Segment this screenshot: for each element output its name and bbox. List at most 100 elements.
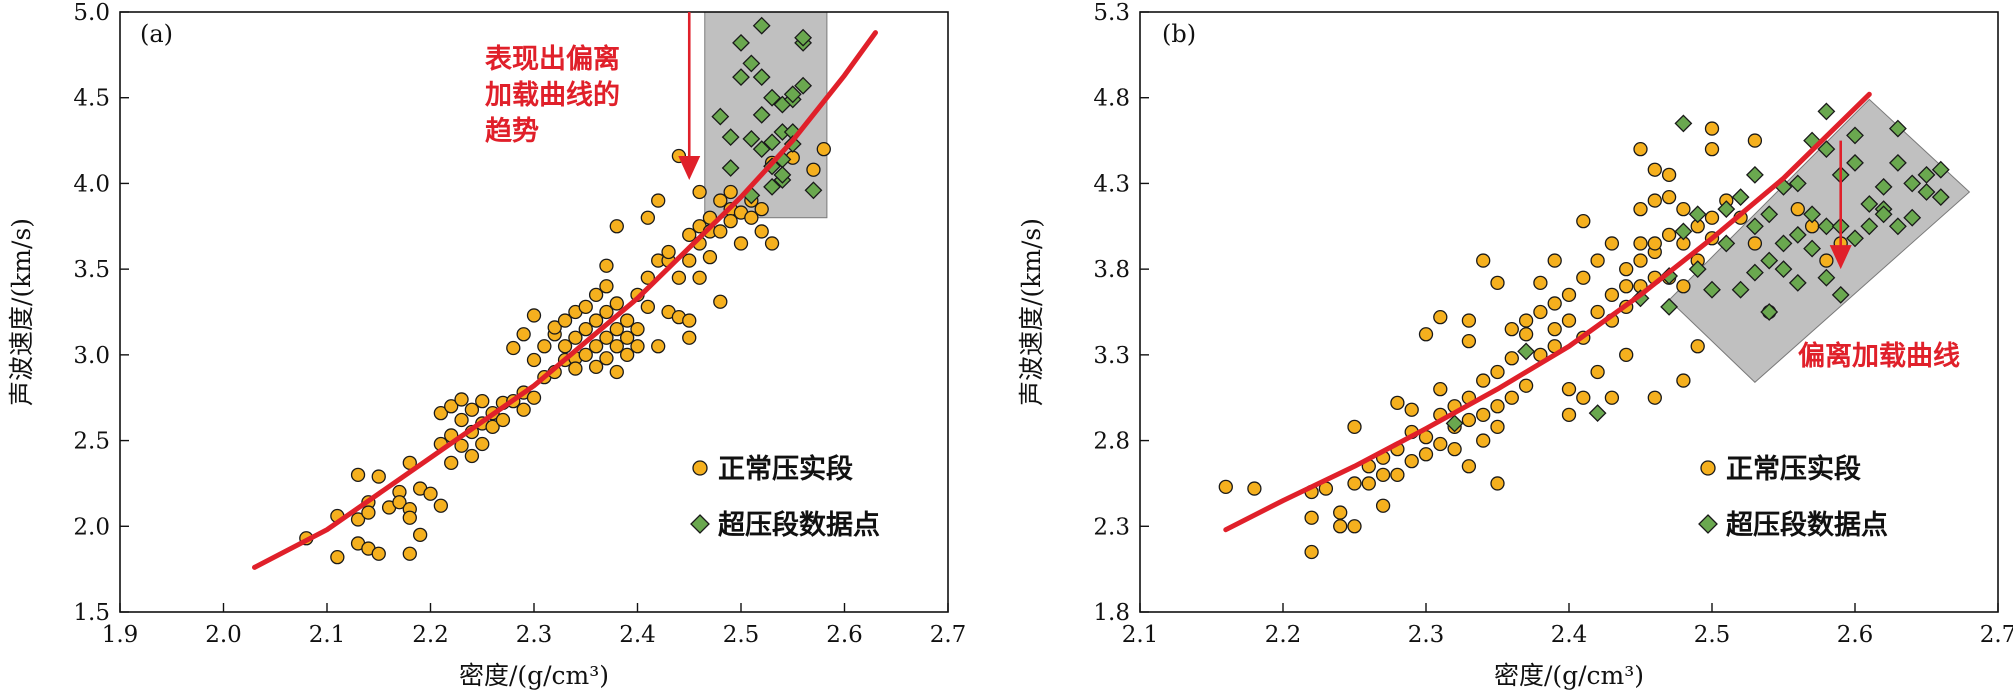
data-point-overpressure xyxy=(1674,222,1693,241)
data-point-overpressure xyxy=(1445,414,1464,433)
data-point-normal xyxy=(588,359,604,375)
data-point-normal xyxy=(1490,275,1505,291)
data-point-normal xyxy=(1433,436,1448,452)
data-point-overpressure xyxy=(1760,205,1779,224)
data-point-overpressure xyxy=(1903,174,1922,193)
data-point-normal xyxy=(433,498,449,513)
data-point-overpressure xyxy=(711,107,730,126)
data-point-normal xyxy=(609,296,624,311)
data-point-normal xyxy=(1619,347,1634,363)
data-point-overpressure xyxy=(1860,217,1879,236)
x-tick-label: 2.3 xyxy=(516,622,553,648)
data-point-overpressure xyxy=(1660,297,1679,316)
data-point-normal xyxy=(640,299,655,315)
annotation-arrow-head xyxy=(678,156,701,180)
data-point-normal xyxy=(1461,313,1477,328)
data-point-normal xyxy=(1461,333,1477,349)
y-tick-label: 3.5 xyxy=(73,257,110,283)
data-point-overpressure xyxy=(721,128,740,147)
y-tick-label: 2.8 xyxy=(1093,429,1130,455)
data-point-normal xyxy=(402,546,417,561)
data-point-normal xyxy=(1461,459,1477,474)
data-point-normal xyxy=(557,313,573,328)
data-point-overpressure xyxy=(1688,260,1707,279)
data-point-normal xyxy=(1476,433,1491,448)
data-point-normal xyxy=(1504,351,1519,366)
y-tick-label: 4.5 xyxy=(73,86,110,112)
data-point-normal xyxy=(464,402,480,417)
data-point-normal xyxy=(1490,364,1505,380)
data-point-normal xyxy=(1390,467,1405,483)
data-point-normal xyxy=(1247,481,1262,496)
panel-label: (a) xyxy=(140,20,173,48)
data-point-normal xyxy=(1604,287,1620,303)
data-point-normal xyxy=(485,419,500,435)
data-point-normal xyxy=(371,546,386,561)
data-point-normal xyxy=(1576,390,1591,405)
data-point-overpressure xyxy=(1860,195,1879,213)
data-point-normal xyxy=(454,438,469,453)
panel-a: 1.9 2.0 2.1 2.2 2.3 2.4 2.5 2.6 2.7 1.5 2.0 2.5 3.0 3… xyxy=(7,0,966,690)
data-point-overpressure xyxy=(1803,239,1822,258)
data-point-normal xyxy=(506,340,521,356)
data-point-normal xyxy=(433,405,449,421)
data-point-normal xyxy=(1661,227,1677,243)
loading-curve xyxy=(1223,91,1872,533)
data-point-normal xyxy=(392,495,407,510)
data-point-normal xyxy=(609,339,624,354)
data-point-normal xyxy=(1547,296,1562,311)
data-point-normal xyxy=(557,339,573,354)
data-point-normal xyxy=(1647,193,1662,208)
data-point-normal xyxy=(620,330,635,345)
y-axis-title: 声波速度/(km/s) xyxy=(7,218,36,406)
annotation-text-line: 偏离加载曲线 xyxy=(1798,340,1960,372)
data-point-normal xyxy=(412,527,428,543)
data-point-normal xyxy=(1347,419,1362,435)
annotation-text-line: 表现出偏离 xyxy=(485,43,620,75)
data-point-normal xyxy=(1661,167,1677,183)
y-tick-label: 5.0 xyxy=(73,0,110,26)
x-tick-label: 2.4 xyxy=(1551,622,1588,648)
x-tick-label: 2.1 xyxy=(1122,622,1159,648)
x-tick-label: 2.2 xyxy=(1265,622,1302,648)
data-point-overpressure xyxy=(1817,102,1836,121)
data-point-normal xyxy=(599,330,614,345)
data-point-normal xyxy=(692,270,707,285)
data-point-overpressure xyxy=(1674,114,1693,133)
data-point-normal xyxy=(1704,141,1720,157)
data-point-normal xyxy=(1418,327,1434,342)
data-point-normal xyxy=(754,224,769,239)
data-point-normal xyxy=(578,321,593,337)
y-tick-label: 2.5 xyxy=(73,429,110,455)
data-point-normal xyxy=(1447,441,1462,457)
data-point-normal xyxy=(371,469,386,484)
data-point-normal xyxy=(495,412,511,428)
data-point-overpressure xyxy=(1874,205,1893,224)
data-point-normal xyxy=(630,339,645,354)
data-point-normal xyxy=(1633,236,1648,251)
legend-marker-normal xyxy=(692,460,708,476)
data-point-normal xyxy=(1547,321,1562,337)
data-point-overpressure xyxy=(1831,285,1850,304)
data-point-overpressure xyxy=(1745,263,1764,282)
data-point-overpressure xyxy=(794,76,813,95)
data-point-normal xyxy=(1590,304,1605,320)
data-point-overpressure xyxy=(1745,217,1764,236)
y-tick-label: 5.3 xyxy=(1093,0,1130,26)
annotation-arrow-head xyxy=(1829,245,1852,270)
data-point-overpressure xyxy=(1760,303,1779,321)
data-point-normal xyxy=(444,455,459,471)
annotation-text-line: 趋势 xyxy=(485,116,539,147)
data-point-normal xyxy=(1676,201,1691,217)
data-point-overpressure xyxy=(783,85,802,104)
data-point-overpressure xyxy=(1760,251,1779,270)
x-tick-label: 2.1 xyxy=(309,622,346,648)
x-tick-label: 2.5 xyxy=(1694,622,1731,648)
data-point-overpressure xyxy=(1745,165,1764,184)
data-point-normal xyxy=(640,270,655,285)
data-point-normal xyxy=(599,304,614,320)
data-point-overpressure xyxy=(1817,217,1836,236)
data-point-normal xyxy=(1347,519,1362,534)
data-point-normal xyxy=(1490,476,1505,491)
